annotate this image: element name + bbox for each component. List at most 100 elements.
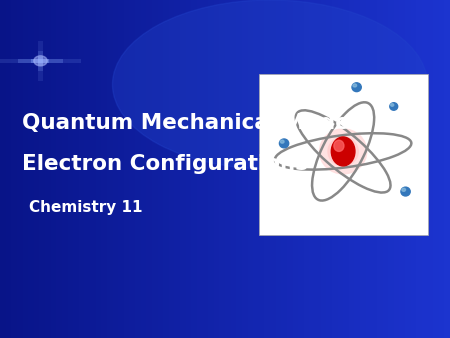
Bar [140,0,146,338]
Ellipse shape [402,188,405,191]
Ellipse shape [334,140,344,151]
Bar [281,0,287,338]
Bar [197,0,202,338]
Bar [45,0,51,338]
Bar [38,41,43,81]
Bar [433,0,439,338]
Bar [56,0,62,338]
Bar [163,0,169,338]
Text: Quantum Mechanical Model:: Quantum Mechanical Model: [22,113,366,134]
Bar [85,0,90,338]
Bar [79,0,85,338]
Bar [259,0,265,338]
Bar [22,0,28,338]
Bar [38,57,43,65]
Bar [332,0,338,338]
Bar [236,0,242,338]
Bar [298,0,304,338]
Bar [135,0,141,338]
Bar [175,0,180,338]
Bar [394,0,400,338]
Ellipse shape [320,129,367,174]
Bar [422,0,427,338]
Bar [253,0,259,338]
Bar [405,0,411,338]
FancyBboxPatch shape [259,74,428,235]
Bar [118,0,124,338]
Ellipse shape [352,83,361,92]
Bar [208,0,214,338]
Bar [360,0,366,338]
Bar [416,0,422,338]
Bar [275,0,281,338]
Bar [225,0,231,338]
Bar [17,0,22,338]
Bar [248,0,253,338]
Bar [158,0,163,338]
Bar [270,0,276,338]
Bar [445,0,450,338]
Bar [18,59,63,63]
Bar [371,0,377,338]
Ellipse shape [280,140,284,143]
Bar [112,0,118,338]
Bar [185,0,191,338]
Ellipse shape [34,56,47,66]
Bar [230,0,236,338]
Bar [315,0,321,338]
Bar [214,0,220,338]
Ellipse shape [331,137,355,166]
Bar [0,59,81,63]
Bar [73,0,79,338]
Bar [146,0,152,338]
Bar [292,0,298,338]
Bar [40,0,45,338]
Bar [410,0,416,338]
Bar [11,0,17,338]
Bar [326,0,332,338]
Bar [28,0,34,338]
Bar [428,0,433,338]
Bar [32,59,50,63]
Bar [68,0,73,338]
Bar [388,0,394,338]
Bar [124,0,130,338]
Bar [95,0,101,338]
Text: Chemistry 11: Chemistry 11 [29,200,143,215]
Ellipse shape [112,0,428,169]
Bar [5,0,11,338]
Bar [180,0,186,338]
Bar [400,0,405,338]
Bar [287,0,292,338]
Bar [130,0,135,338]
Bar [377,0,382,338]
Ellipse shape [279,139,289,148]
Bar [343,0,349,338]
Bar [62,0,68,338]
Bar [101,0,107,338]
Bar [90,0,96,338]
Bar [439,0,445,338]
Bar [338,0,343,338]
Ellipse shape [353,84,356,87]
Bar [152,0,158,338]
Bar [349,0,355,338]
Bar [304,0,310,338]
Bar [191,0,197,338]
Bar [202,0,208,338]
Bar [265,0,270,338]
Bar [355,0,360,338]
Bar [38,51,43,71]
Bar [242,0,248,338]
Bar [0,0,6,338]
Bar [310,0,315,338]
Bar [107,0,112,338]
Bar [169,0,175,338]
Ellipse shape [391,104,394,106]
Text: Electron Configurations: Electron Configurations [22,154,309,174]
Bar [365,0,371,338]
Bar [382,0,388,338]
Ellipse shape [390,103,398,110]
Bar [320,0,326,338]
Bar [220,0,225,338]
